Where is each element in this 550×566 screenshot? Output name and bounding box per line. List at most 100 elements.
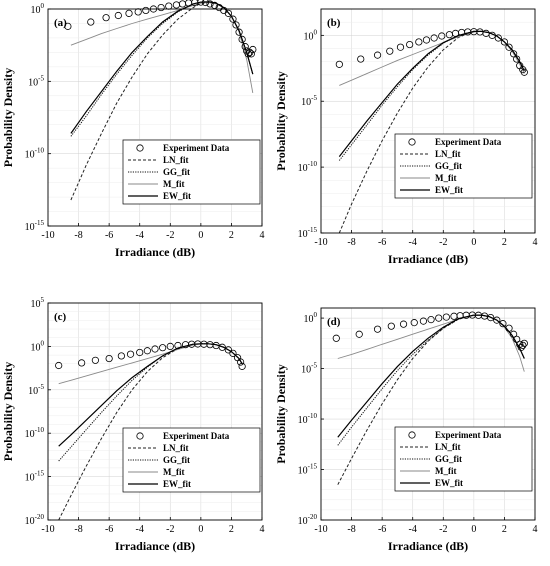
x-tick-label: 4 [260, 230, 265, 241]
data-point [78, 359, 86, 367]
data-point [386, 47, 394, 55]
x-tick-label: -4 [136, 230, 144, 241]
data-point [91, 356, 99, 364]
legend: Experiment Data LN_fit GG_fit M_fit EW_fit [394, 426, 533, 492]
data-point [185, 0, 193, 7]
x-tick-label: -8 [74, 230, 82, 241]
legend-marker [136, 432, 144, 440]
chart-panel-b: -10 -8 -6 -4 -2 0 2 4 10-15 10-10 10-5 100 Irradianc… [274, 8, 538, 266]
data-point [178, 0, 187, 8]
legend-marker [408, 431, 416, 439]
x-tick-label: -10 [314, 237, 327, 248]
legend: Experiment Data LN_fit GG_fit M_fit EW_fit [122, 427, 261, 493]
data-point [519, 341, 527, 349]
x-tick-label: 4 [533, 524, 538, 535]
data-point [238, 362, 246, 370]
y-tick-label: 100 [304, 28, 318, 42]
data-point [172, 1, 180, 9]
data-point [332, 334, 340, 342]
data-point [117, 352, 125, 360]
data-point [151, 345, 159, 353]
data-point [357, 55, 365, 63]
x-tick-label: -2 [439, 237, 447, 248]
y-tick-label: 10-5 [301, 94, 317, 108]
y-tick-label: 10-5 [28, 383, 44, 397]
y-tick-label: 100 [31, 2, 45, 16]
data-point [487, 313, 495, 322]
panel-label: (c) [54, 311, 67, 323]
legend: Experiment Data LN_fit GG_fit M_fit EW_fit [394, 133, 533, 199]
chart-panel-d: -10 -8 -6 -4 -2 0 2 4 10-20 10-15 10-10 10-5 100 Irra… [274, 307, 538, 553]
data-point [166, 342, 174, 350]
data-point [224, 346, 232, 354]
legend-label: GG_fit [163, 455, 190, 465]
x-tick-label: -2 [166, 230, 174, 241]
x-tick-label: -10 [314, 524, 327, 535]
legend-label: LN_fit [435, 442, 461, 452]
data-point [125, 9, 133, 17]
data-point [229, 349, 237, 357]
data-point [396, 43, 405, 51]
x-tick-label: 2 [229, 524, 234, 535]
data-point [500, 38, 509, 46]
x-tick-label: -8 [347, 237, 355, 248]
data-point [224, 9, 232, 17]
x-tick-label: -6 [378, 524, 386, 535]
data-point [136, 348, 144, 357]
x-tick-label: 2 [502, 237, 507, 248]
x-tick-label: -6 [105, 524, 113, 535]
legend-label: LN_fit [163, 443, 189, 453]
data-point [87, 18, 95, 26]
data-point [493, 316, 501, 324]
data-point [142, 6, 150, 15]
data-point [174, 341, 182, 350]
axes-frame [47, 8, 263, 227]
data-point [415, 38, 423, 46]
data-point [520, 68, 528, 76]
legend-label: M_fit [163, 179, 185, 189]
y-tick-label: 10-10 [25, 426, 45, 440]
y-tick-label: 100 [31, 339, 45, 353]
legend-label: M_fit [435, 466, 457, 476]
x-tick-label: -6 [105, 230, 113, 241]
data-point [238, 35, 246, 43]
y-tick-label: 10-20 [25, 513, 45, 527]
series-line-ln-fit [338, 30, 525, 234]
data-point [105, 354, 113, 363]
data-point [438, 32, 446, 40]
y-tick-label: 100 [304, 311, 318, 325]
data-point [373, 325, 382, 333]
data-point [335, 60, 343, 68]
y-tick-label: 10-20 [298, 513, 318, 527]
data-point [126, 350, 135, 358]
data-point [406, 40, 414, 49]
x-tick-label: -4 [409, 524, 417, 535]
data-point [102, 14, 110, 22]
legend-label: GG_fit [435, 454, 462, 464]
y-axis-label: Probability Density [274, 364, 288, 463]
x-tick-label: -8 [347, 524, 355, 535]
legend-label: Experiment Data [163, 431, 230, 441]
data-point [427, 316, 435, 324]
data-point [165, 2, 173, 10]
data-point [422, 36, 431, 44]
x-tick-label: -10 [41, 230, 54, 241]
x-tick-label: 2 [229, 230, 234, 241]
data-point [419, 317, 428, 325]
data-point [218, 343, 226, 351]
y-axis-label: Probability Density [1, 362, 15, 461]
legend-marker [408, 138, 416, 146]
legend-label: M_fit [163, 467, 185, 477]
data-point [430, 34, 438, 42]
y-axis-label: Probability Density [274, 71, 288, 170]
panel-label: (d) [327, 316, 341, 328]
data-point [64, 22, 72, 30]
data-point [201, 0, 210, 7]
x-tick-label: 0 [471, 524, 476, 535]
data-point [494, 34, 502, 42]
x-axis-label: Irradiance (dB) [388, 539, 468, 553]
data-point [355, 330, 363, 338]
data-point [241, 43, 249, 51]
data-point [55, 361, 63, 370]
y-tick-label: 10-10 [25, 147, 45, 161]
